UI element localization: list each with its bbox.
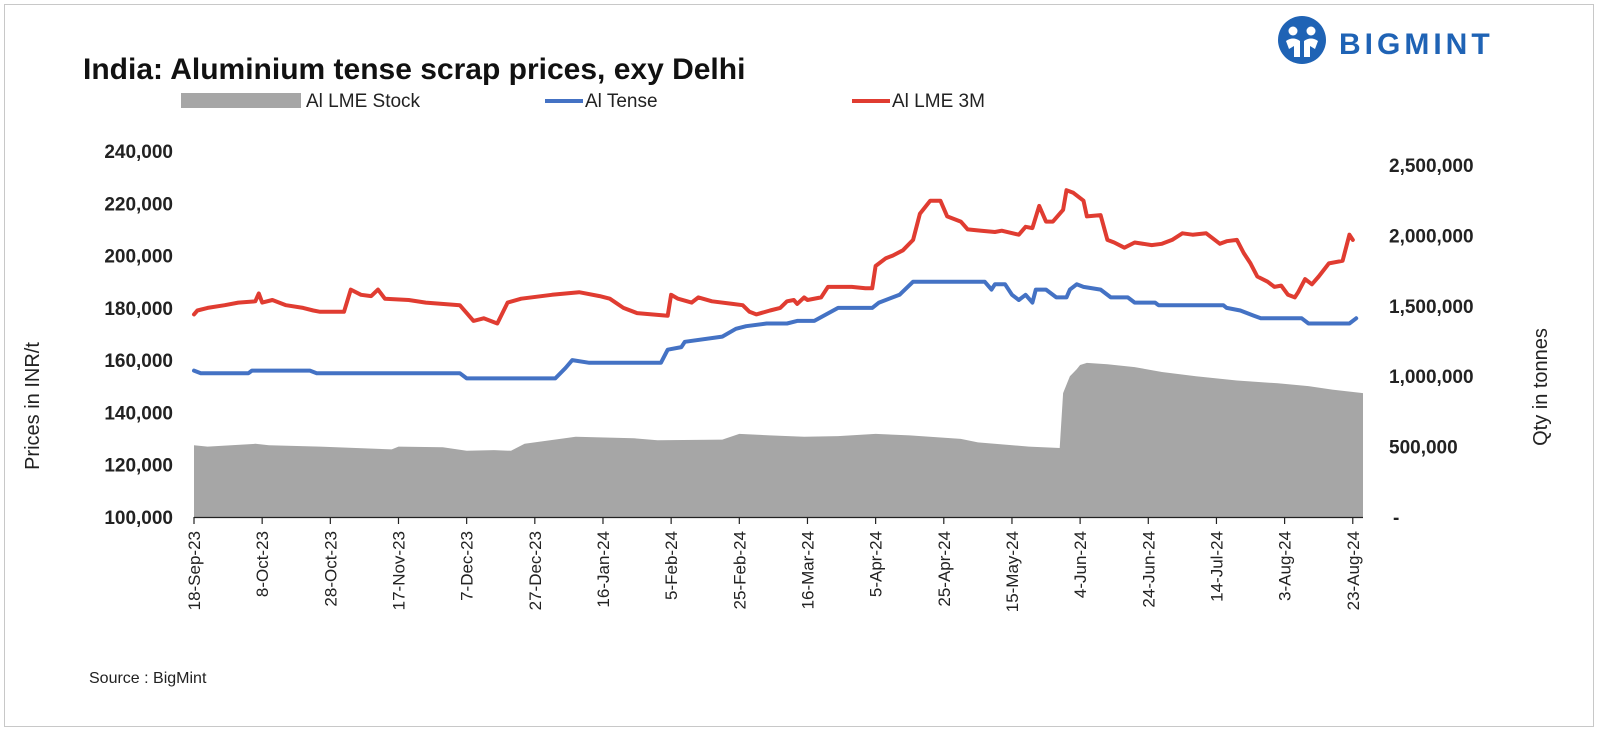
x-tick-label: 17-Nov-23 bbox=[390, 531, 409, 610]
y-left-tick-label: 140,000 bbox=[104, 403, 173, 424]
x-tick-label: 8-Oct-23 bbox=[253, 531, 272, 597]
legend-item-al-lme-stock: Al LME Stock bbox=[181, 91, 421, 112]
x-tick-label: 23-Aug-24 bbox=[1344, 531, 1363, 610]
x-tick-label: 28-Oct-23 bbox=[321, 531, 340, 607]
x-tick-label: 5-Feb-24 bbox=[662, 531, 681, 600]
x-tick-label: 3-Aug-24 bbox=[1276, 531, 1295, 601]
series-line-al-lme-3m bbox=[192, 188, 1355, 326]
legend: Al LME Stock Al Tense Al LME 3M bbox=[181, 91, 985, 112]
y-right-tick-label: 2,000,000 bbox=[1389, 226, 1474, 247]
y-left-tick-label: 220,000 bbox=[104, 194, 173, 215]
y-left-axis-title: Prices in INR/t bbox=[22, 342, 44, 470]
x-tick-label: 7-Dec-23 bbox=[458, 531, 477, 601]
legend-item-al-lme-3m: Al LME 3M bbox=[852, 91, 985, 112]
x-tick-label: 4-Jun-24 bbox=[1071, 531, 1090, 598]
x-tick-label: 25-Apr-24 bbox=[935, 531, 954, 607]
bigmint-logo: BIGMINT bbox=[1278, 16, 1494, 64]
x-tick-label: 5-Apr-24 bbox=[867, 531, 886, 597]
y-right-tick-label: 2,500,000 bbox=[1389, 156, 1474, 177]
y-left-tick-label: 100,000 bbox=[104, 508, 173, 529]
y-right-tick-label: 1,000,000 bbox=[1389, 367, 1474, 388]
legend-label-al-lme-stock: Al LME Stock bbox=[306, 91, 421, 112]
axes-layer: 100,000 120,000 140,000 160,000 180,000 200,0… bbox=[104, 142, 1473, 612]
series-line-al-tense bbox=[192, 279, 1359, 381]
x-tick-label: 16-Mar-24 bbox=[799, 531, 818, 609]
x-tick-label: 25-Feb-24 bbox=[730, 531, 749, 609]
y-left-tick-label: 160,000 bbox=[104, 351, 173, 372]
chart-frame: BIGMINT India: Aluminium tense scrap pri… bbox=[4, 4, 1594, 727]
x-tick-label: 15-May-24 bbox=[1003, 531, 1022, 612]
source-note: Source : BigMint bbox=[89, 670, 207, 687]
x-tick-label: 27-Dec-23 bbox=[526, 531, 545, 610]
x-tick-label: 14-Jul-24 bbox=[1207, 531, 1226, 602]
chart-svg: BIGMINT India: Aluminium tense scrap pri… bbox=[22, 16, 1552, 687]
stock-area-layer bbox=[194, 362, 1363, 517]
y-left-tick-label: 180,000 bbox=[104, 299, 173, 320]
legend-item-al-tense: Al Tense bbox=[545, 91, 658, 112]
y-right-tick-label: - bbox=[1393, 508, 1399, 529]
y-right-axis-title: Qty in tonnes bbox=[1530, 328, 1552, 446]
logo-text: BIGMINT bbox=[1339, 28, 1494, 61]
y-right-tick-label: 1,500,000 bbox=[1389, 297, 1474, 318]
legend-label-al-lme-3m: Al LME 3M bbox=[892, 91, 985, 112]
logo-icon bbox=[1278, 16, 1326, 64]
legend-label-al-tense: Al Tense bbox=[585, 91, 658, 112]
x-tick-label: 18-Sep-23 bbox=[185, 531, 204, 610]
x-tick-label: 24-Jun-24 bbox=[1139, 531, 1158, 608]
chart-title: India: Aluminium tense scrap prices, exy… bbox=[83, 53, 745, 86]
y-right-tick-label: 500,000 bbox=[1389, 438, 1458, 459]
y-left-tick-label: 120,000 bbox=[104, 456, 173, 477]
price-lines-layer bbox=[192, 188, 1359, 381]
x-tick-label: 16-Jan-24 bbox=[594, 531, 613, 608]
series-area-al-lme-stock bbox=[194, 362, 1363, 517]
y-left-tick-label: 200,000 bbox=[104, 247, 173, 268]
legend-swatch-al-lme-stock bbox=[181, 93, 301, 108]
y-left-tick-label: 240,000 bbox=[104, 142, 173, 163]
